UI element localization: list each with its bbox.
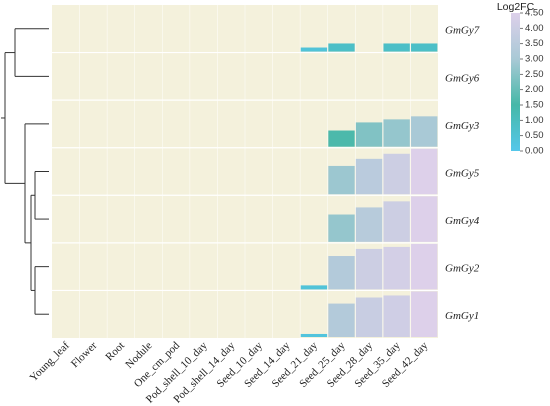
heatmap-cell: [383, 246, 410, 290]
gene-label: GmGy7: [445, 25, 480, 37]
heatmap-cell: [411, 116, 438, 147]
heatmap-cell: [355, 158, 383, 195]
heatmap-bars: [300, 43, 438, 337]
heatmap-cell: [411, 196, 438, 242]
heatmap-cell: [383, 201, 410, 242]
legend-title: Log2FC: [497, 1, 535, 13]
row-dendrogram: [1, 28, 49, 315]
legend-tick-label: 2.50: [525, 69, 544, 80]
heatmap-cell: [355, 207, 383, 242]
heatmap-cell: [355, 122, 383, 147]
gene-label: GmGy2: [445, 263, 480, 275]
gene-label: GmGy3: [445, 120, 480, 132]
heatmap-cell: [355, 248, 383, 290]
gene-label: GmGy1: [445, 310, 479, 322]
gene-label: GmGy6: [445, 72, 480, 84]
heatmap-cell: [383, 119, 410, 147]
heatmap-cell: [328, 43, 355, 52]
heatmap-cell: [328, 214, 355, 242]
heatmap-cell: [411, 43, 438, 52]
heatmap-cell: [411, 148, 438, 195]
gene-label: GmGy5: [445, 167, 480, 179]
heatmap-cell: [411, 291, 438, 337]
heatmap-cell: [328, 303, 355, 337]
legend-ticks: 4.50 4.00 3.50 3.00 2.50 2.00 1.50 1.00 0.50 0.00: [520, 8, 544, 157]
column-label: Root: [103, 340, 127, 364]
gene-label: GmGy4: [445, 215, 480, 227]
column-label: Flower: [69, 339, 100, 370]
heatmap-cell: [411, 243, 438, 290]
legend-tick-label: 3.00: [525, 54, 544, 65]
heatmap-cell: [300, 47, 328, 52]
legend-tick-label: 3.50: [525, 38, 544, 49]
gene-labels: GmGy7 GmGy6 GmGy3 GmGy5 GmGy4 GmGy2 GmGy1: [445, 25, 480, 322]
heatmap-cell: [300, 333, 328, 337]
heatmap-cell: [383, 295, 410, 337]
legend-colorbar: [511, 13, 520, 151]
legend-tick-label: 2.00: [525, 84, 544, 95]
legend-tick-label: 1.50: [525, 100, 544, 111]
legend-tick-label: 0.00: [525, 146, 544, 157]
heatmap-cell: [328, 256, 355, 290]
legend-tick-label: 0.50: [525, 130, 544, 141]
heatmap-cell: [300, 285, 328, 290]
legend-tick-label: 4.50: [525, 8, 544, 19]
heatmap-cell: [355, 297, 383, 337]
heatmap-cell: [383, 43, 410, 52]
heatmap-cell: [328, 165, 355, 195]
heatmap-cell: [328, 130, 355, 147]
legend-tick-label: 1.00: [525, 115, 544, 126]
column-label: Young_leaf: [27, 339, 72, 384]
color-legend: Log2FC 4.50 4.00 3.50 3.00 2.50 2.00 1.50 1.00 0…: [497, 1, 544, 157]
legend-tick-label: 4.00: [525, 23, 544, 34]
heatmap-cell: [383, 153, 410, 195]
